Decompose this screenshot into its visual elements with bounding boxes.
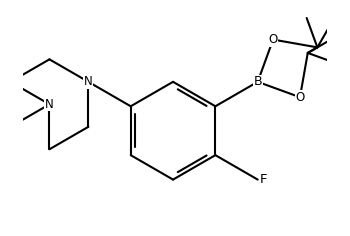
Text: O: O: [295, 91, 304, 104]
Text: O: O: [268, 33, 278, 46]
Text: N: N: [45, 98, 54, 111]
Text: F: F: [260, 173, 267, 186]
Text: N: N: [84, 75, 93, 88]
Text: B: B: [253, 75, 262, 88]
